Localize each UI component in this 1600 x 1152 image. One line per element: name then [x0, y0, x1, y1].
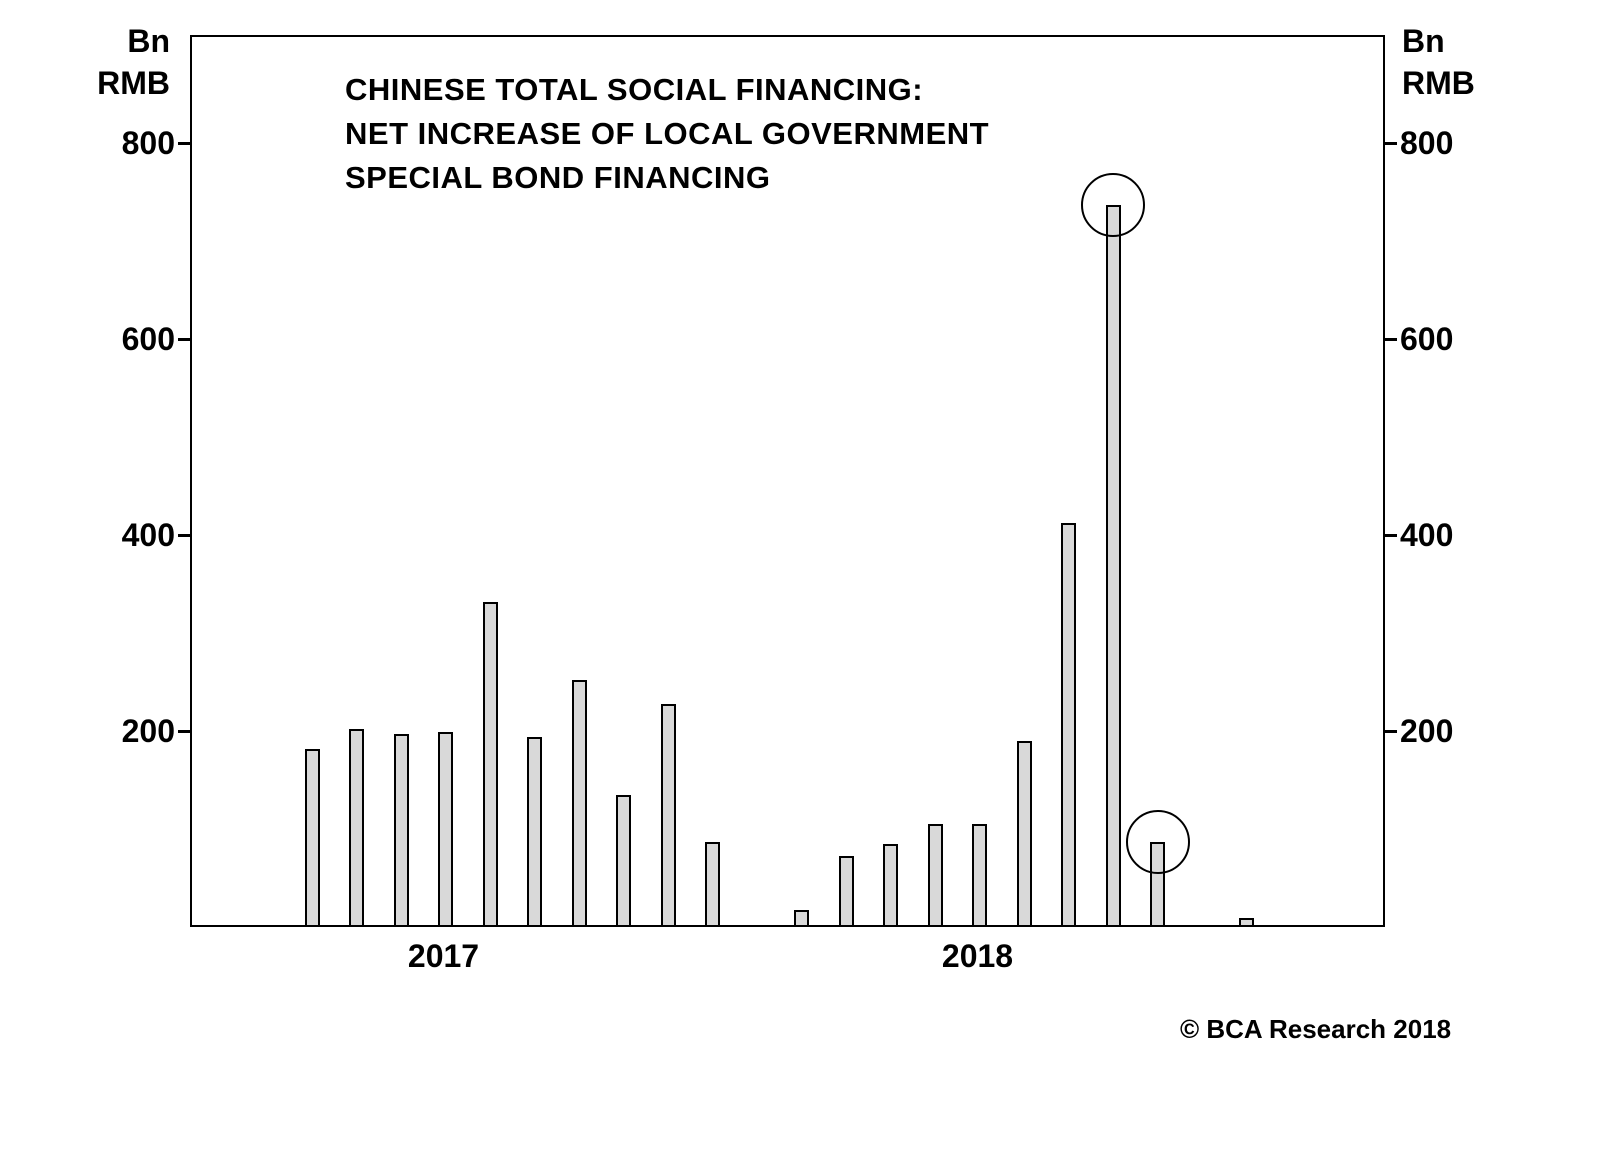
y-tick-label-left: 600	[121, 320, 175, 357]
y-tick-mark-left	[178, 533, 190, 537]
copyright-text: © BCA Research 2018	[1180, 1014, 1452, 1044]
bar	[794, 910, 809, 925]
chart-title: CHINESE TOTAL SOCIAL FINANCING: NET INCR…	[345, 68, 989, 200]
chart-title-line2: NET INCREASE OF LOCAL GOVERNMENT	[345, 116, 990, 151]
y-tick-mark-left	[178, 141, 190, 145]
y-tick-label-right: 400	[1400, 516, 1454, 553]
y-tick-mark-left	[178, 729, 190, 733]
bar	[927, 824, 943, 925]
bar	[1105, 205, 1121, 925]
bar	[1239, 918, 1254, 925]
y-tick-mark-right	[1385, 337, 1397, 341]
y-tick-mark-left	[178, 337, 190, 341]
y-axis-unit-left-line2: RMB	[97, 65, 170, 101]
y-axis-unit-left: Bn RMB	[50, 20, 170, 104]
bar	[482, 602, 498, 925]
bar	[1016, 741, 1032, 925]
chart-title-line3: SPECIAL BOND FINANCING	[345, 160, 771, 195]
bar	[438, 732, 453, 925]
bar	[660, 704, 676, 925]
plot-area	[190, 35, 1385, 927]
bar	[1061, 523, 1076, 925]
y-axis-unit-left-line1: Bn	[127, 23, 170, 59]
bar	[616, 795, 631, 925]
bar	[349, 729, 364, 925]
y-tick-label-right: 800	[1400, 124, 1454, 161]
y-axis-unit-right-line1: Bn	[1402, 23, 1445, 59]
y-axis-unit-right: Bn RMB	[1402, 20, 1542, 104]
y-tick-label-left: 200	[121, 712, 175, 749]
y-tick-label-right: 200	[1400, 712, 1454, 749]
y-tick-mark-right	[1385, 533, 1397, 537]
bar	[972, 824, 987, 925]
bar	[304, 749, 320, 925]
y-tick-label-left: 400	[121, 516, 175, 553]
bar	[571, 680, 587, 925]
chart-title-line1: CHINESE TOTAL SOCIAL FINANCING:	[345, 72, 924, 107]
bar	[393, 734, 409, 925]
y-tick-mark-right	[1385, 729, 1397, 733]
bar	[705, 842, 720, 925]
highlight-circle	[1125, 810, 1190, 874]
y-tick-label-right: 600	[1400, 320, 1454, 357]
bar	[838, 856, 854, 925]
y-tick-mark-right	[1385, 141, 1397, 145]
bar	[883, 844, 898, 925]
bar	[527, 737, 542, 925]
y-tick-label-left: 800	[121, 124, 175, 161]
x-axis-year-label: 2018	[941, 938, 1014, 974]
highlight-circle	[1081, 173, 1145, 237]
y-axis-unit-right-line2: RMB	[1402, 65, 1475, 101]
x-axis-year-label: 2017	[407, 938, 480, 974]
